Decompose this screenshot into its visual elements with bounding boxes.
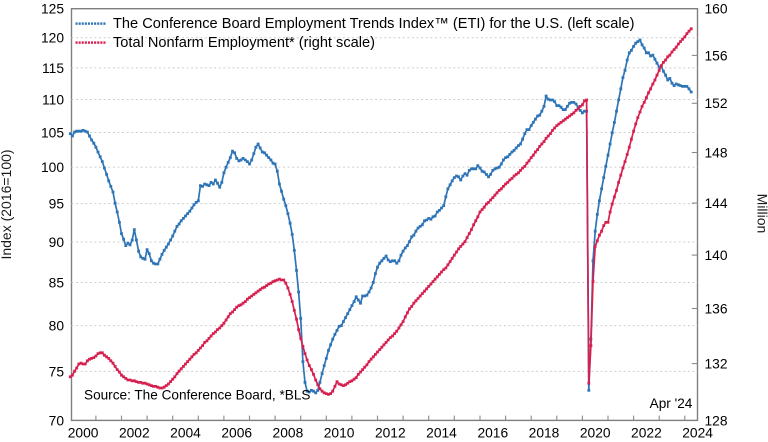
svg-text:2008: 2008 — [273, 425, 304, 440]
svg-text:85: 85 — [49, 275, 65, 290]
svg-text:2022: 2022 — [631, 425, 662, 440]
svg-text:95: 95 — [49, 197, 65, 212]
svg-text:140: 140 — [705, 248, 728, 263]
svg-text:2012: 2012 — [375, 425, 406, 440]
svg-text:80: 80 — [49, 319, 65, 334]
svg-text:125: 125 — [41, 2, 64, 17]
svg-text:Index (2016=100): Index (2016=100) — [0, 149, 14, 259]
svg-text:2020: 2020 — [580, 425, 611, 440]
svg-text:2014: 2014 — [426, 425, 457, 440]
svg-text:120: 120 — [41, 31, 64, 46]
svg-text:105: 105 — [41, 125, 64, 140]
svg-text:136: 136 — [705, 301, 728, 316]
svg-text:2000: 2000 — [68, 425, 99, 440]
svg-text:115: 115 — [42, 61, 64, 76]
svg-text:2006: 2006 — [221, 425, 252, 440]
svg-text:75: 75 — [49, 364, 65, 379]
svg-text:128: 128 — [705, 413, 728, 428]
svg-text:90: 90 — [49, 235, 65, 250]
svg-text:2016: 2016 — [477, 425, 508, 440]
svg-text:The Conference Board Employmen: The Conference Board Employment Trends I… — [113, 16, 635, 32]
svg-text:110: 110 — [42, 92, 64, 107]
svg-text:152: 152 — [705, 96, 728, 111]
svg-text:148: 148 — [705, 145, 728, 160]
svg-text:2002: 2002 — [119, 425, 150, 440]
svg-text:Source: The Conference Board,: Source: The Conference Board, *BLS — [84, 388, 310, 403]
svg-text:160: 160 — [705, 2, 728, 17]
svg-text:100: 100 — [41, 160, 64, 175]
svg-text:144: 144 — [705, 196, 728, 211]
svg-text:2010: 2010 — [324, 425, 355, 440]
svg-text:156: 156 — [705, 48, 728, 63]
svg-text:Apr '24: Apr '24 — [650, 396, 693, 411]
svg-text:132: 132 — [705, 357, 728, 372]
svg-text:2018: 2018 — [529, 425, 560, 440]
svg-text:Million: Million — [755, 194, 768, 234]
svg-text:Total Nonfarm Employment* (rig: Total Nonfarm Employment* (right scale) — [113, 35, 375, 51]
svg-text:70: 70 — [49, 413, 65, 428]
svg-text:2024: 2024 — [682, 425, 713, 440]
svg-text:2004: 2004 — [170, 425, 201, 440]
